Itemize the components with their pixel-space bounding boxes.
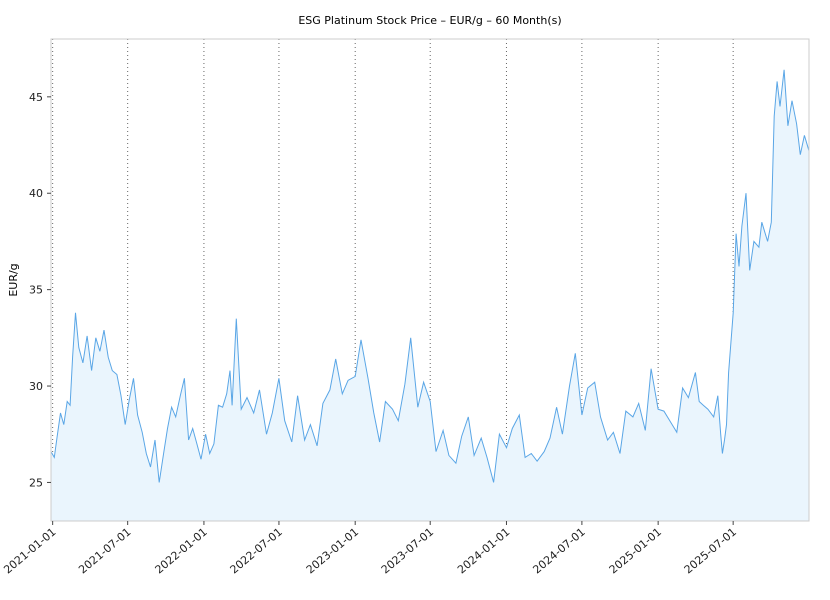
price-line bbox=[50, 69, 810, 483]
x-tick-label: 2022-01-01 bbox=[153, 525, 210, 576]
x-gridlines bbox=[52, 39, 734, 521]
x-tick-label: 2024-01-01 bbox=[455, 525, 512, 576]
y-tick-label: 40 bbox=[29, 187, 43, 200]
x-axis-ticks: 2021-01-01 2021-07-01 2022-01-01 2022-07-01… bbox=[1, 521, 739, 576]
chart-title: ESG Platinum Stock Price – EUR/g – 60 Mo… bbox=[298, 14, 561, 27]
y-axis-ticks: 25 30 35 40 45 bbox=[29, 91, 51, 489]
x-tick-label: 2021-07-01 bbox=[76, 525, 133, 576]
y-tick-label: 30 bbox=[29, 380, 43, 393]
y-tick-label: 25 bbox=[29, 476, 43, 489]
x-tick-label: 2022-07-01 bbox=[228, 525, 285, 576]
x-tick-label: 2025-07-01 bbox=[682, 525, 739, 576]
x-tick-label: 2023-07-01 bbox=[379, 525, 436, 576]
x-tick-label: 2023-01-01 bbox=[304, 525, 361, 576]
price-area-fill bbox=[51, 69, 809, 522]
y-tick-label: 45 bbox=[29, 91, 43, 104]
y-axis-label: EUR/g bbox=[7, 263, 20, 296]
x-tick-label: 2021-01-01 bbox=[1, 525, 58, 576]
y-tick-label: 35 bbox=[29, 284, 43, 297]
x-tick-label: 2024-07-01 bbox=[530, 525, 587, 576]
x-tick-label: 2025-01-01 bbox=[607, 525, 664, 576]
